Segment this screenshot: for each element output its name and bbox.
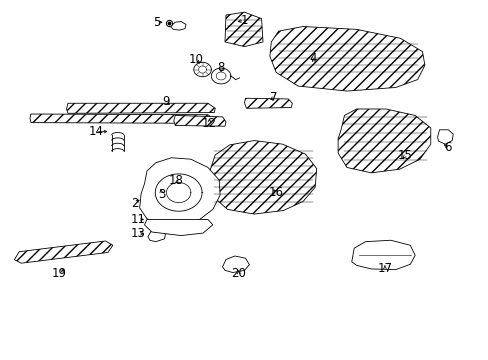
Text: 7: 7 xyxy=(269,91,277,104)
Text: 14: 14 xyxy=(88,125,103,138)
Polygon shape xyxy=(148,216,166,227)
Polygon shape xyxy=(437,130,452,144)
Text: 1: 1 xyxy=(240,14,248,27)
Text: 8: 8 xyxy=(217,60,224,73)
Text: 19: 19 xyxy=(52,267,66,280)
Polygon shape xyxy=(173,116,225,126)
Text: 10: 10 xyxy=(188,53,203,66)
Polygon shape xyxy=(224,12,263,46)
Text: 3: 3 xyxy=(158,188,165,201)
Polygon shape xyxy=(170,22,185,30)
Text: 13: 13 xyxy=(130,227,145,240)
Polygon shape xyxy=(209,140,316,214)
Polygon shape xyxy=(351,240,414,270)
Polygon shape xyxy=(222,256,249,273)
Polygon shape xyxy=(148,230,165,242)
Polygon shape xyxy=(14,241,113,263)
Text: 6: 6 xyxy=(444,141,451,154)
Polygon shape xyxy=(144,220,212,235)
Polygon shape xyxy=(269,27,424,91)
Text: 17: 17 xyxy=(377,262,392,275)
Text: 15: 15 xyxy=(397,149,412,162)
Polygon shape xyxy=(337,109,430,173)
Text: 16: 16 xyxy=(268,186,283,199)
Polygon shape xyxy=(30,114,215,123)
Polygon shape xyxy=(140,158,220,225)
Text: 18: 18 xyxy=(168,174,183,187)
Text: 4: 4 xyxy=(308,51,316,64)
Polygon shape xyxy=(66,103,215,113)
Text: 20: 20 xyxy=(231,267,245,280)
Text: 12: 12 xyxy=(202,117,217,130)
Text: 2: 2 xyxy=(131,197,138,210)
Polygon shape xyxy=(244,98,292,108)
Text: 11: 11 xyxy=(130,213,145,226)
Text: 5: 5 xyxy=(153,16,160,29)
Text: 9: 9 xyxy=(162,95,169,108)
